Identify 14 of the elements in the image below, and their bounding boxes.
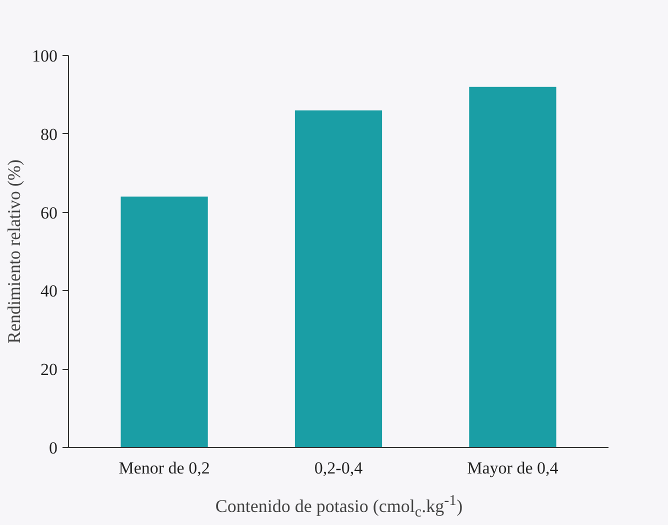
bar [120, 196, 208, 448]
x-tick-label: Mayor de 0,4 [467, 458, 559, 478]
x-tick-label: 0,2-0,4 [314, 458, 364, 478]
y-tick-label: 0 [49, 438, 58, 458]
x-tick-label: Menor de 0,2 [118, 458, 210, 478]
bar [469, 86, 556, 448]
x-axis-title: Contenido de potasio (cmol$_{c}$.kg$^{-1}$) [215, 492, 463, 523]
y-tick-label: 20 [40, 360, 58, 380]
y-tick-label: 80 [40, 124, 58, 144]
y-axis-title: Rendimiento relativo (%) [4, 160, 24, 344]
bar [294, 110, 382, 448]
y-tick-label: 40 [40, 282, 58, 301]
y-tick-label: 100 [32, 46, 58, 66]
y-tick-label: 60 [40, 203, 58, 222]
